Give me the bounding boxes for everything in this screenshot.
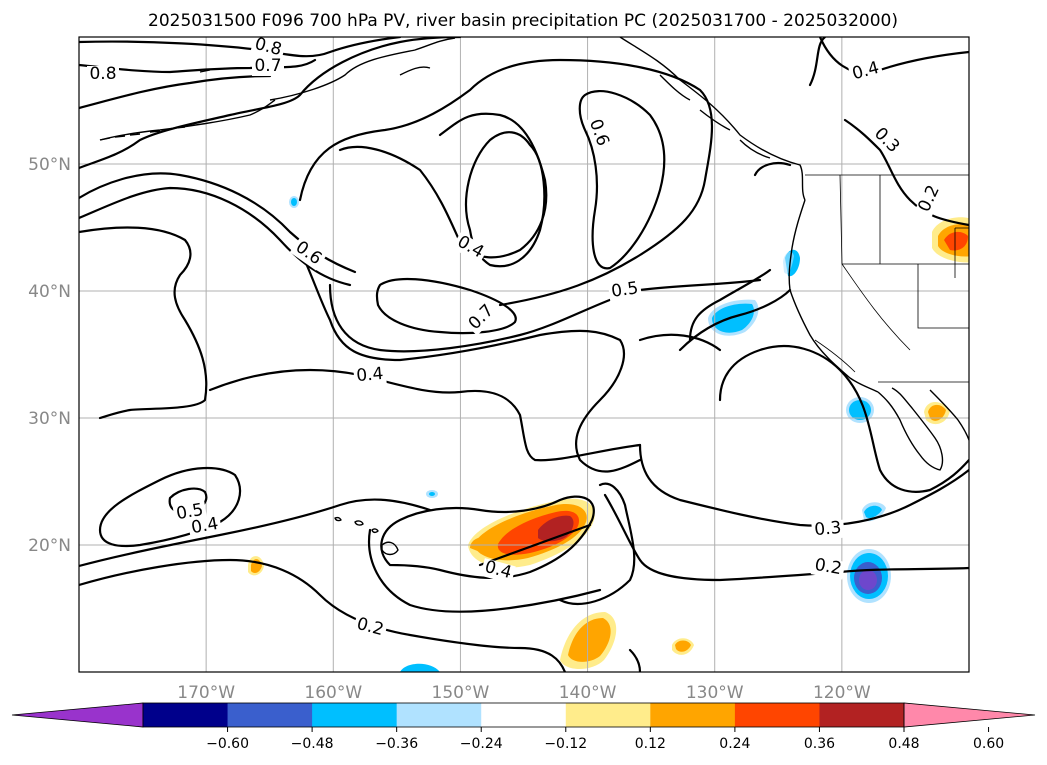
colorbar-tick-label: 0.24 bbox=[719, 736, 750, 752]
precip-blob-socal bbox=[846, 397, 886, 522]
colorbar-segment-8 bbox=[819, 703, 905, 727]
precip-shading bbox=[248, 196, 969, 672]
colorbar-tick-label: 0.48 bbox=[888, 736, 919, 752]
contour-label-bg bbox=[289, 237, 327, 271]
contour-label: 0.8 bbox=[253, 34, 284, 60]
contour-label: 0.4 bbox=[356, 364, 385, 386]
map-frame bbox=[78, 36, 970, 673]
precip-blob-baja-sw bbox=[847, 549, 891, 603]
contour-label-bg bbox=[252, 58, 284, 76]
colorbar-tick-label: −0.48 bbox=[291, 736, 334, 752]
precip-blob-idaho bbox=[932, 217, 969, 263]
lon-label-2: 150°W bbox=[432, 683, 490, 703]
colorbar-tick-label: 0.12 bbox=[635, 736, 666, 752]
contour-label-bg bbox=[811, 519, 845, 541]
contour-label-bg bbox=[172, 501, 208, 525]
colorbar-segment-5 bbox=[565, 703, 651, 727]
contour-label-bg bbox=[480, 558, 516, 584]
contour-label-bg bbox=[868, 123, 904, 159]
precip-blob-hawaii-east bbox=[468, 498, 595, 568]
contour-label-bg bbox=[451, 232, 489, 264]
lat-label-2: 30°N bbox=[28, 409, 71, 429]
colorbar-extend-high bbox=[903, 702, 1036, 728]
contour-label: 0.4 bbox=[190, 514, 220, 538]
colorbar-tick-label: −0.24 bbox=[460, 736, 503, 752]
colorbar-segment-4 bbox=[481, 703, 567, 727]
contour-label: 0.3 bbox=[814, 518, 843, 540]
contour-label-bg bbox=[584, 114, 612, 152]
colorbar-segment-2 bbox=[312, 703, 398, 727]
contour-label-bg bbox=[352, 615, 388, 641]
longitude-labels: 170°W 160°W 150°W 140°W 130°W 120°W bbox=[177, 683, 871, 703]
colorbar-tick-label: 0.60 bbox=[973, 736, 1004, 752]
map-title: 2025031500 F096 700 hPa PV, river basin … bbox=[148, 11, 898, 31]
lon-label-4: 130°W bbox=[686, 683, 744, 703]
contour-label-bg bbox=[607, 279, 643, 303]
lon-label-0: 170°W bbox=[177, 683, 235, 703]
contour-label: 0.8 bbox=[89, 64, 116, 84]
colorbar-segment-6 bbox=[650, 703, 736, 727]
contour-label-bg bbox=[353, 365, 387, 387]
coastlines bbox=[99, 37, 969, 556]
contour-labels: 0.80.70.80.60.6 0.40.70.50.40.40.30.20.50… bbox=[87, 34, 945, 641]
colorbar-extend-low bbox=[11, 702, 144, 728]
colorbar: −0.60 −0.48 −0.36 −0.24 −0.12 0.12 0.24 0.36 0.4… bbox=[11, 702, 1036, 752]
lon-label-3: 140°W bbox=[559, 683, 617, 703]
colorbar-segment-3 bbox=[396, 703, 482, 727]
contour-label: 0.5 bbox=[610, 278, 640, 302]
colorbar-tick-label: 0.36 bbox=[804, 736, 835, 752]
lat-label-0: 50°N bbox=[28, 155, 71, 175]
colorbar-tick-label: −0.12 bbox=[544, 736, 587, 752]
contour-label-bg bbox=[87, 66, 119, 84]
colorbar-segment-1 bbox=[227, 703, 313, 727]
precip-blob-south-pacific bbox=[248, 196, 694, 672]
colorbar-segment-7 bbox=[734, 703, 820, 727]
colorbar-tick-label: −0.36 bbox=[375, 736, 418, 752]
lon-label-1: 160°W bbox=[304, 683, 362, 703]
lat-label-3: 20°N bbox=[28, 536, 71, 556]
lat-label-1: 40°N bbox=[28, 282, 71, 302]
contour-label-bg bbox=[250, 37, 286, 61]
map-panel: 0.80.70.80.60.6 0.40.70.50.40.40.30.20.50… bbox=[78, 34, 970, 673]
colorbar-frame bbox=[142, 702, 905, 728]
colorbar-tick-label: −0.60 bbox=[206, 736, 249, 752]
contour-label-bg bbox=[848, 59, 884, 85]
colorbar-segment-0 bbox=[143, 703, 229, 727]
contour-label: 0.2 bbox=[813, 555, 843, 579]
precip-blob-gulf-ca bbox=[924, 401, 950, 425]
contour-label-bg bbox=[915, 180, 945, 218]
contour-label: 0.7 bbox=[254, 56, 281, 76]
contour-label-bg bbox=[464, 300, 500, 336]
contour-label-bg bbox=[187, 515, 223, 539]
lon-label-5: 120°W bbox=[813, 683, 871, 703]
contour-label-bg bbox=[810, 556, 846, 580]
latitude-labels: 50°N 40°N 30°N 20°N bbox=[28, 155, 71, 556]
pv-contours bbox=[79, 37, 969, 672]
political-borders bbox=[805, 174, 969, 383]
